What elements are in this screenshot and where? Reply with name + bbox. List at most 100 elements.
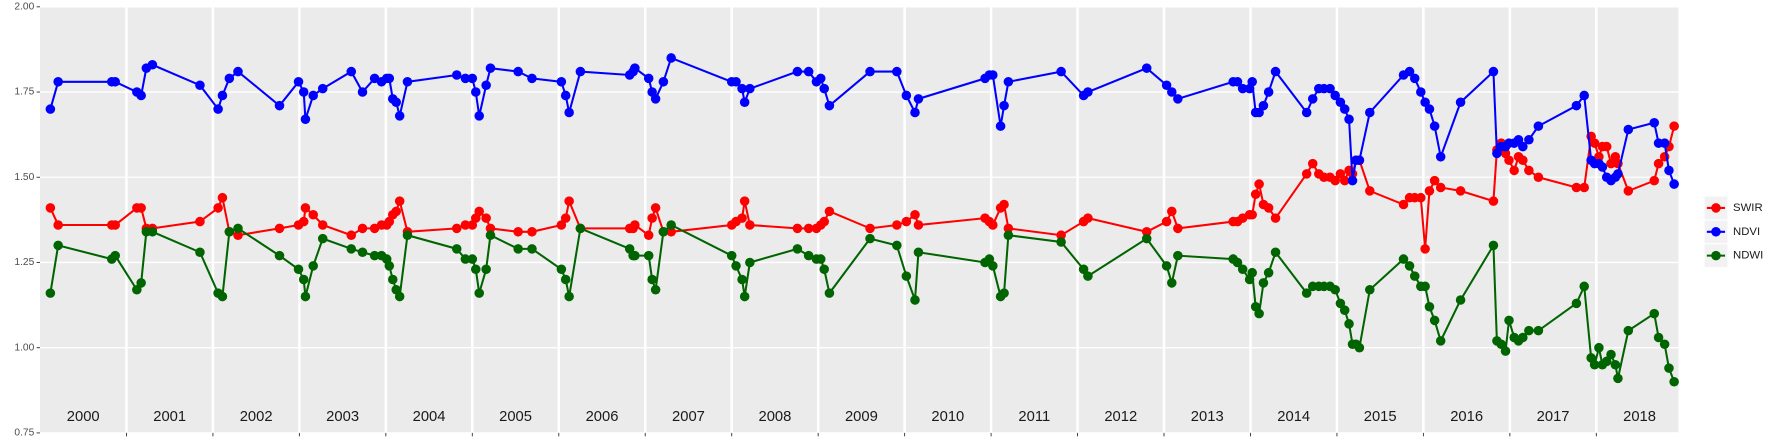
legend-label: NDVI	[1733, 226, 1760, 238]
point	[1056, 66, 1066, 77]
point	[1533, 172, 1544, 183]
point	[1524, 134, 1534, 145]
point	[726, 250, 737, 261]
point	[1589, 359, 1600, 370]
point	[910, 107, 920, 118]
point	[1606, 349, 1616, 360]
point	[45, 104, 56, 114]
point	[1601, 141, 1612, 152]
point	[1254, 107, 1264, 118]
point	[1571, 100, 1582, 111]
point	[1398, 254, 1409, 264]
point	[995, 121, 1006, 131]
point	[513, 227, 523, 237]
year-label: 2004	[413, 409, 446, 425]
point	[527, 244, 537, 254]
point	[1404, 261, 1415, 271]
point	[233, 230, 243, 240]
legend-point	[1711, 227, 1721, 237]
point	[1613, 373, 1623, 384]
point	[1594, 342, 1604, 353]
point	[745, 220, 755, 230]
point	[1579, 182, 1589, 193]
point	[451, 244, 462, 254]
point	[1504, 155, 1514, 165]
point	[1429, 175, 1440, 186]
point	[1263, 87, 1274, 97]
point	[293, 77, 304, 87]
point	[53, 77, 63, 87]
point	[666, 220, 676, 230]
point	[1237, 83, 1248, 94]
point	[1173, 223, 1183, 234]
point	[481, 213, 491, 223]
point	[1669, 121, 1679, 131]
point	[1613, 169, 1623, 179]
point	[630, 63, 640, 73]
point	[300, 203, 311, 213]
point	[467, 254, 478, 264]
point	[1398, 199, 1409, 210]
point	[1513, 134, 1524, 145]
point	[815, 73, 826, 84]
point	[391, 206, 401, 217]
point	[1173, 94, 1183, 104]
year-label: 2011	[1018, 409, 1050, 425]
point	[824, 288, 835, 298]
point	[1623, 186, 1634, 196]
point	[1455, 295, 1466, 305]
point	[384, 73, 395, 84]
point	[1518, 332, 1528, 343]
point	[357, 247, 368, 258]
year-label: 2005	[499, 409, 532, 425]
point	[792, 244, 803, 254]
point	[460, 73, 471, 84]
point	[317, 83, 328, 94]
point	[913, 247, 924, 258]
point	[1435, 182, 1446, 193]
point	[1301, 107, 1312, 118]
point	[1455, 186, 1466, 196]
point	[513, 66, 523, 77]
year-label: 2007	[672, 409, 705, 425]
point	[1579, 90, 1589, 101]
point	[274, 250, 285, 261]
point	[1500, 346, 1511, 356]
point	[1339, 104, 1350, 114]
year-label: 2015	[1364, 409, 1397, 425]
point	[274, 223, 285, 234]
point	[1003, 230, 1014, 240]
point	[803, 223, 814, 234]
point	[527, 227, 537, 237]
point	[1669, 377, 1679, 387]
point	[474, 206, 484, 217]
point	[224, 73, 235, 84]
point	[650, 94, 661, 104]
point	[1606, 158, 1616, 169]
point	[460, 254, 471, 264]
point	[1594, 152, 1604, 162]
point	[387, 274, 398, 285]
point	[485, 63, 496, 73]
point	[910, 295, 920, 305]
point	[1416, 192, 1426, 203]
point	[1623, 325, 1634, 336]
point	[136, 90, 146, 101]
point	[224, 227, 235, 237]
point	[1488, 240, 1499, 251]
point	[892, 240, 902, 251]
point	[1659, 138, 1670, 148]
point	[1330, 284, 1340, 295]
point	[136, 278, 146, 288]
point	[643, 250, 654, 261]
y-tick-label: 1.50	[14, 172, 34, 183]
point	[195, 216, 205, 227]
point	[1167, 87, 1177, 97]
point	[1141, 63, 1152, 73]
point	[1258, 100, 1269, 111]
point	[1518, 141, 1528, 152]
point	[1078, 264, 1089, 275]
point	[233, 66, 243, 77]
point	[1571, 182, 1582, 193]
point	[298, 216, 309, 227]
